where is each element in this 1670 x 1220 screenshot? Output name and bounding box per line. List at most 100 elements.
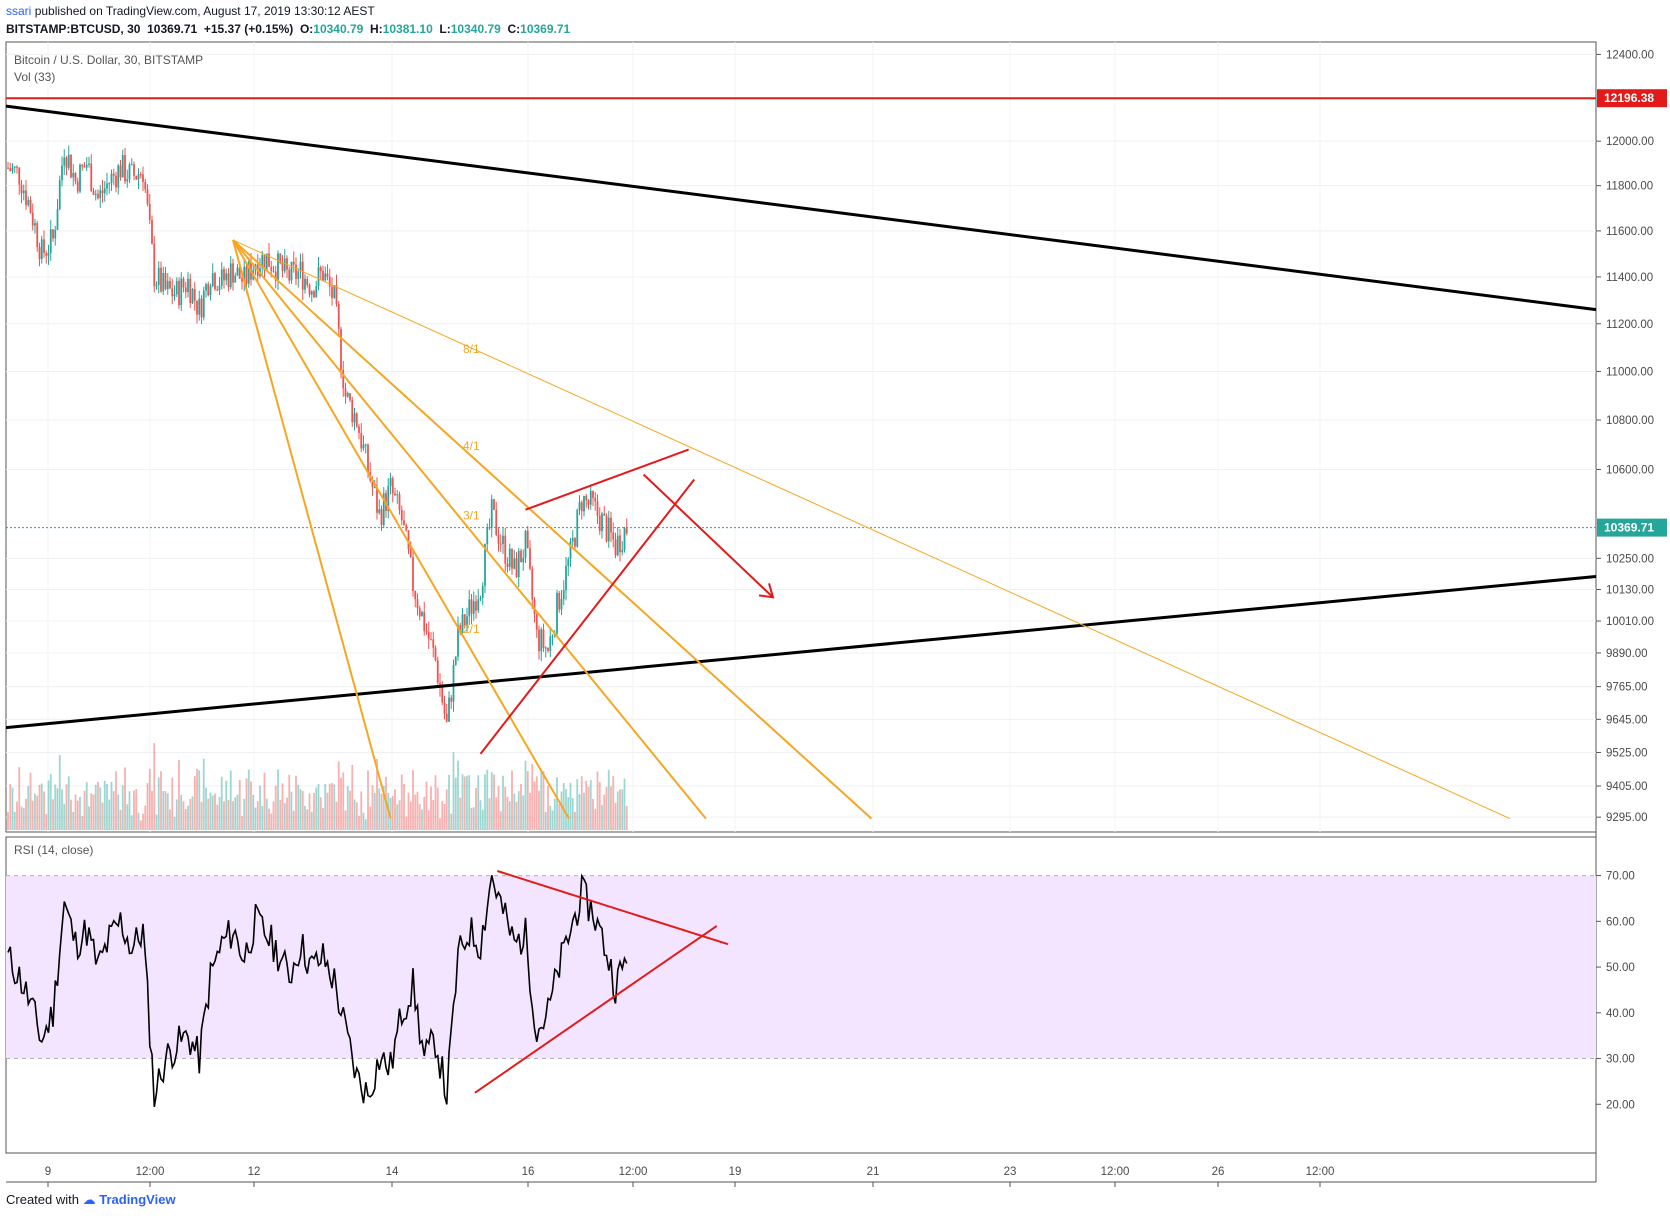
volume-bar xyxy=(270,813,273,830)
volume-bar xyxy=(88,806,90,830)
candle-body xyxy=(306,278,309,286)
last-price-tag-bg xyxy=(1597,518,1667,537)
volume-bar xyxy=(353,799,356,830)
volume-bar xyxy=(184,808,187,830)
volume-bar xyxy=(261,806,264,830)
volume-bar xyxy=(112,791,115,830)
candle-body xyxy=(520,550,522,563)
volume-bar xyxy=(553,798,556,830)
tradingview-brand[interactable]: TradingView xyxy=(99,1192,176,1207)
candle-body xyxy=(495,509,498,536)
volume-bar xyxy=(121,785,124,830)
volume-bar xyxy=(216,804,219,830)
close-label: C: xyxy=(507,22,521,36)
candle-body xyxy=(475,601,477,611)
candle-body xyxy=(191,288,194,304)
candle-body xyxy=(587,500,590,505)
candle-body xyxy=(353,413,356,423)
volume-bar xyxy=(542,771,545,830)
candle-body xyxy=(524,530,527,558)
candle-body xyxy=(94,193,97,195)
volume-bar xyxy=(200,801,203,830)
candles xyxy=(7,145,628,723)
candle-body xyxy=(436,660,439,683)
author-link[interactable]: ssari xyxy=(6,4,32,18)
volume-bar xyxy=(531,764,534,830)
candle-body xyxy=(211,273,214,287)
volume-bar xyxy=(567,797,570,830)
volume-bar xyxy=(580,776,583,830)
volume-bar xyxy=(182,801,185,830)
candle-body xyxy=(578,502,581,510)
candle-body xyxy=(412,557,414,591)
gann-fan-line xyxy=(232,239,570,820)
rsi-pane xyxy=(6,870,1596,1108)
volume-bar xyxy=(236,794,239,830)
time-tick-label: 16 xyxy=(522,1166,535,1178)
volume-bar xyxy=(614,802,617,830)
published-text: published on TradingView.com, August 17,… xyxy=(34,4,375,18)
volume-bar xyxy=(162,791,165,830)
rsi-axis[interactable]: 70.00 60.00 50.00 40.00 30.00 20.00 xyxy=(1596,871,1635,1112)
volume-bar xyxy=(79,796,81,830)
candle-body xyxy=(243,266,246,282)
volume-bar xyxy=(234,797,237,830)
volume-bar xyxy=(223,801,225,830)
volume-bar xyxy=(301,791,304,830)
volume-bar xyxy=(427,810,430,830)
price-change: +15.37 (+0.15%) xyxy=(203,22,294,36)
candle-body xyxy=(45,252,48,256)
candle-body xyxy=(403,520,405,526)
volume-bar xyxy=(621,789,624,830)
candle-body xyxy=(396,494,399,496)
candle-body xyxy=(151,220,153,244)
candle-body xyxy=(450,697,453,702)
volume-bar xyxy=(425,781,428,830)
volume-bar xyxy=(250,781,252,830)
volume-bar xyxy=(34,793,36,830)
volume-bar xyxy=(148,768,151,830)
price-axis[interactable]: 12400.00 12000.00 11800.00 11600.00 11400.00… xyxy=(1596,49,1667,824)
candle-body xyxy=(101,190,104,194)
volume-bar xyxy=(220,776,223,830)
candle-body xyxy=(189,278,192,304)
candle-body xyxy=(569,541,572,560)
price-tick-label: 9405.00 xyxy=(1606,781,1648,793)
high-value: 10381.10 xyxy=(382,22,433,36)
volume-bar xyxy=(92,794,95,830)
volume-bar xyxy=(304,805,306,830)
descending-trendline xyxy=(5,104,1597,312)
volume-bar xyxy=(414,794,417,830)
volume-bar xyxy=(409,801,412,830)
candle-body xyxy=(565,565,567,591)
price-tick-label: 11400.00 xyxy=(1606,272,1653,284)
candle-body xyxy=(391,478,394,494)
created-with-text: Created with xyxy=(6,1192,79,1207)
volume-bar xyxy=(49,774,52,830)
candle-body xyxy=(88,163,90,165)
candle-body xyxy=(297,271,300,280)
volume-bar xyxy=(511,770,513,830)
time-axis[interactable]: 9 12:00 12 14 16 12:00 19 21 23 12:00 26 12:00 xyxy=(45,1166,1335,1187)
volume-bar xyxy=(238,779,241,830)
candle-body xyxy=(439,682,441,687)
resistance-price-tag-bg xyxy=(1597,89,1667,108)
volume-bar xyxy=(56,788,59,830)
candle-body xyxy=(85,164,88,168)
volume-bar xyxy=(166,793,169,830)
candle-body xyxy=(560,598,563,610)
volume-bar xyxy=(398,800,401,830)
candle-body xyxy=(562,590,565,599)
candle-body xyxy=(304,278,306,290)
volume-bar xyxy=(153,743,156,830)
volume-bar xyxy=(587,786,590,830)
candle-body xyxy=(459,625,462,633)
volume-bar xyxy=(378,788,381,830)
volume-bar xyxy=(592,798,594,830)
candle-body xyxy=(292,261,295,265)
candle-body xyxy=(486,527,489,545)
low-label: L: xyxy=(439,22,451,36)
candle-body xyxy=(164,272,167,290)
candle-body xyxy=(166,281,169,290)
